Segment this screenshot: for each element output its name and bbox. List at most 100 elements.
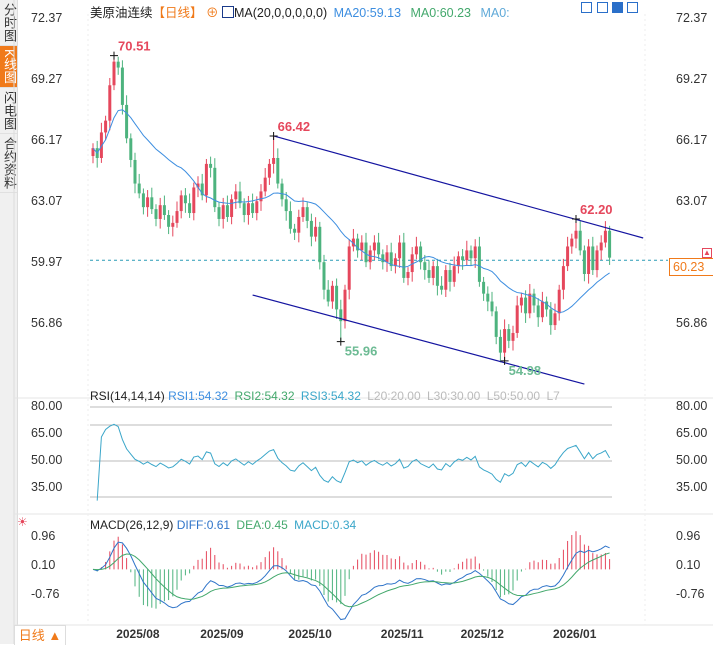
exit-icon[interactable] [627,2,638,13]
candle-body [305,207,309,221]
diff-line [92,541,610,621]
candle-body [314,226,318,237]
dea-value: DEA:0.45 [236,518,288,532]
rsi-name: RSI(14,14,14) [90,389,165,403]
price-axis-label-right: 66.17 [676,132,708,147]
candle-body [393,258,397,267]
candle-body [498,336,502,353]
price-axis-label-right: 56.86 [676,315,708,330]
candle-body [162,205,166,216]
macd-settings-icon[interactable]: ☀ [17,515,28,529]
candle-body [259,191,263,202]
ma20-line [92,109,610,314]
tab-kline[interactable]: K线图 [0,46,17,88]
crosshair-icon[interactable] [581,2,592,13]
candle-body [288,211,292,229]
candle-body [519,297,523,306]
trendline [273,135,644,239]
l20-value: L20:20.00 [367,389,421,403]
candle-body [297,216,301,233]
price-axis-label-right: 69.27 [676,71,708,86]
candle-body [204,163,208,196]
candle-body [238,191,242,204]
extreme-label: 55.96 [345,344,378,359]
candle-body [335,285,339,310]
candle-body [293,228,297,233]
candle-body [360,242,364,251]
rsi-axis-label-right: 35.00 [676,480,708,494]
candle-body [494,311,498,337]
candle-body [251,203,255,214]
price-axis-label: 72.37 [31,11,63,25]
candle-body [171,222,175,227]
candle-body [410,254,414,273]
macd-header: MACD(26,12,9) DIFF:0.61 DEA:0.45 MACD:0.… [90,518,356,532]
candle-body [141,193,145,208]
candle-body [209,163,213,168]
range-icon[interactable] [597,2,608,13]
macd-axis-label-right: -0.76 [676,586,705,601]
price-alert-icon[interactable]: ▲ [702,248,712,258]
candle-body [213,167,217,208]
current-price-label: 60.23 [669,258,713,276]
settings-icon[interactable]: ⊕ [206,6,219,20]
candle-body [175,211,179,223]
candle-body [356,238,360,251]
extreme-marker [269,131,278,140]
price-axis-label-right: 63.07 [676,193,708,208]
ma0-value: MA0:60.23 [410,6,471,20]
extreme-label: 54.98 [509,363,542,378]
candle-body [146,197,150,208]
date-axis-label: 2025/08 [116,627,160,641]
candle-body [154,209,158,219]
candle-body [120,67,124,105]
candle-body [603,230,607,243]
macd-axis-label-right: 0.96 [676,529,701,544]
rsi-axis-label: 65.00 [31,426,63,440]
candle-body [515,305,519,333]
ma0-empty-value: MA0: [480,6,510,20]
macd-axis-label: 0.10 [31,558,56,572]
instrument-name: 美原油连续 [90,6,153,20]
candle-body [137,183,141,194]
candle-body [343,289,347,322]
ma-indicator-icon[interactable] [222,6,235,18]
candle-body [406,272,410,278]
rsi-axis-label: 80.00 [31,399,63,413]
candle-body [414,246,418,255]
tab-contract-info[interactable]: 合约资料 [0,134,17,193]
price-axis-label: 69.27 [31,71,63,86]
candle-body [267,163,271,178]
candle-body [196,183,200,188]
candle-body [566,246,570,267]
candle-body [398,242,402,259]
ma20-value: MA20:59.13 [333,6,402,20]
candle-body [595,250,599,271]
candle-body [158,205,162,219]
extreme-label: 66.42 [278,119,311,134]
candle-body [150,197,154,210]
candle-body [272,157,276,164]
tab-timeshare[interactable]: 分时图 [0,0,17,46]
extreme-label: 62.20 [580,202,613,217]
period-selector[interactable]: 日线 ▲ [14,625,66,645]
candle-body [183,195,187,204]
draw-icon[interactable] [612,2,623,13]
date-axis-label: 2026/01 [553,627,597,641]
candle-body [330,285,334,302]
candle-body [322,262,326,290]
tab-flash[interactable]: 闪电图 [0,88,17,134]
candle-body [536,305,540,318]
extreme-marker [336,337,345,346]
candle-body [545,301,549,310]
candle-body [385,252,389,263]
candle-body [364,242,368,263]
macd-axis-label: 0.96 [31,529,56,544]
candle-body [574,230,578,239]
period-label[interactable]: 【日线】 [152,6,203,20]
candle-body [435,266,439,286]
candle-body [587,246,591,274]
candle-body [133,159,137,184]
macd-axis-label: -0.76 [31,586,60,601]
